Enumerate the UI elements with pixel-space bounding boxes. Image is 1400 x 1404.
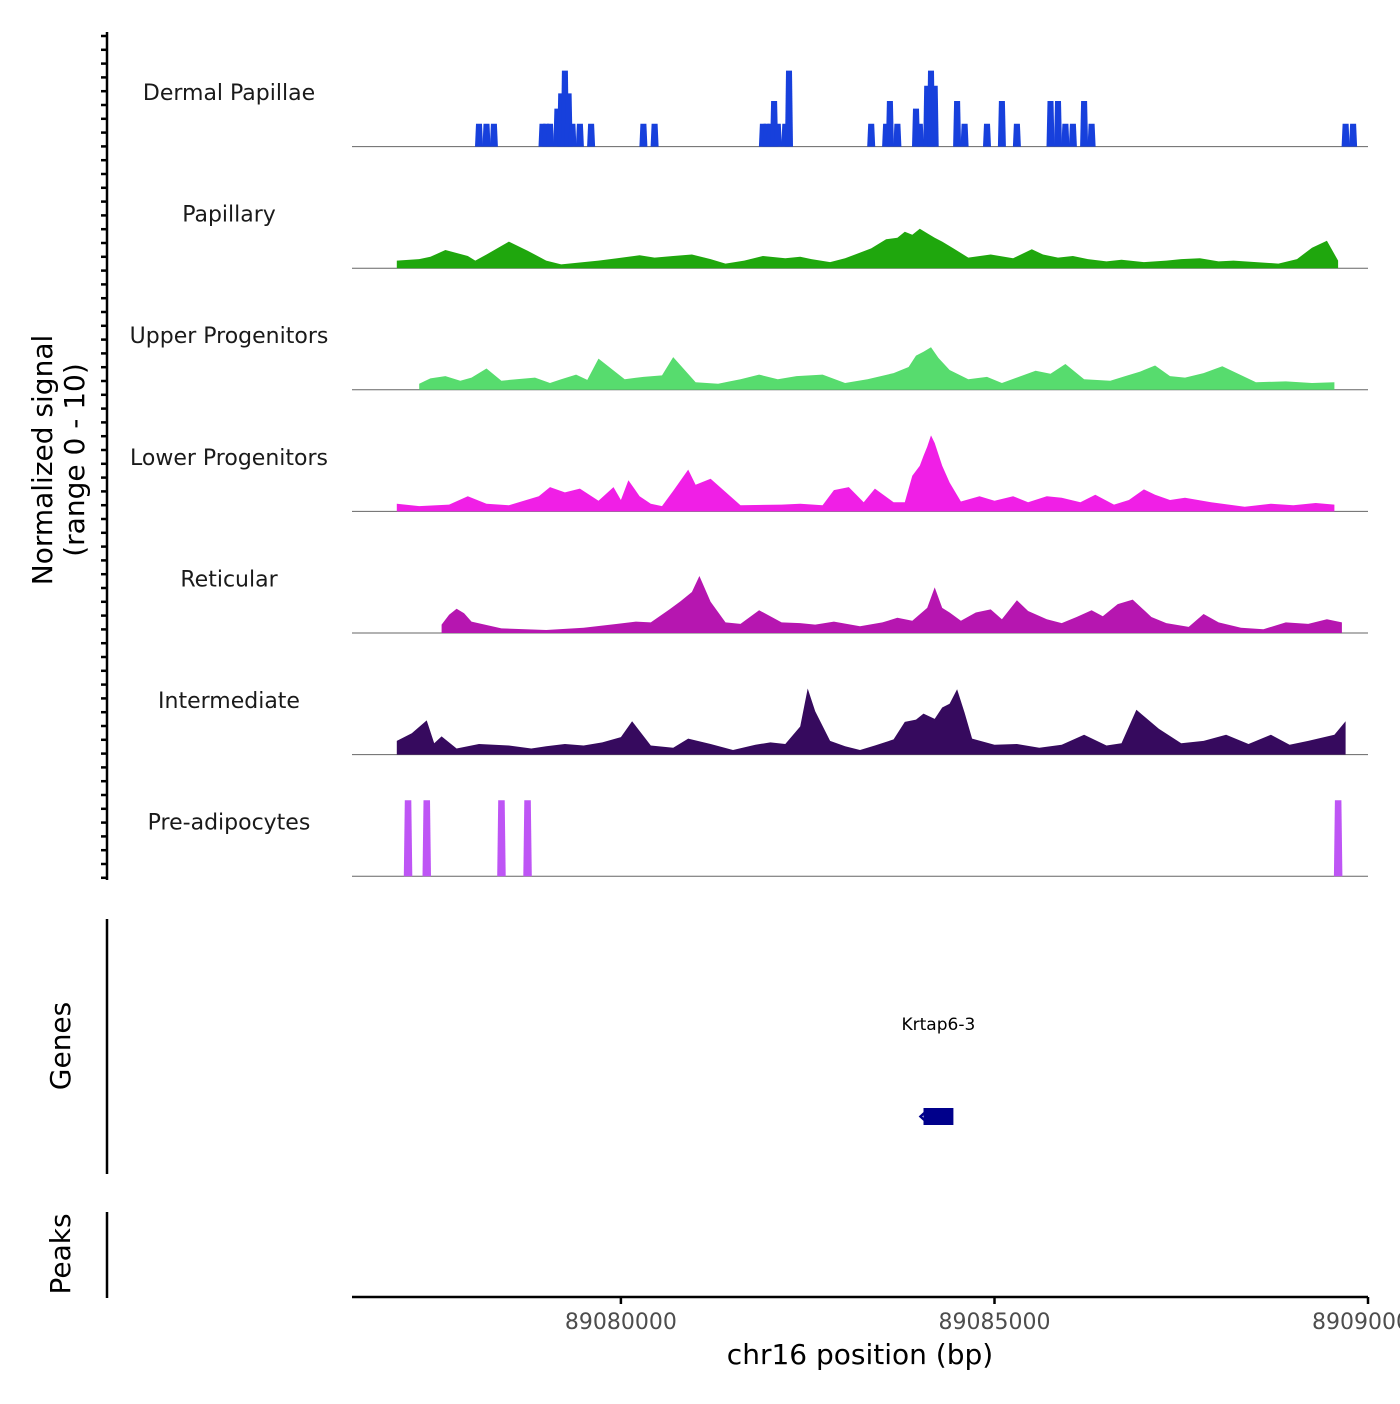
- signal-peak: [482, 123, 491, 147]
- signal-area: [396, 435, 1335, 512]
- x-axis-label: chr16 position (bp): [727, 1338, 993, 1371]
- track-reticular: Reticular: [180, 567, 1368, 634]
- signal-peak: [1087, 123, 1096, 147]
- track-pre-adipocytes: Pre-adipocytes: [148, 800, 1368, 877]
- signal-peak: [893, 123, 902, 147]
- gene-body: [923, 1108, 954, 1125]
- signal-y-ticks: [101, 34, 107, 880]
- track-label: Upper Progenitors: [130, 324, 329, 349]
- signal-peak: [1341, 123, 1350, 147]
- x-axis: 89080000 89085000 89090000 chr16 position …: [352, 1295, 1400, 1371]
- signal-peak: [915, 123, 924, 147]
- track-dermal-papillae: Dermal Papillae: [143, 70, 1368, 148]
- signal-peak: [422, 800, 431, 877]
- track-label: Dermal Papillae: [143, 81, 315, 106]
- signal-peak: [953, 101, 962, 147]
- track-lower-progenitors: Lower Progenitors: [130, 435, 1368, 512]
- track-label: Lower Progenitors: [130, 446, 328, 471]
- signal-peak: [639, 123, 648, 147]
- signal-peak: [997, 101, 1006, 147]
- signal-peak: [1012, 123, 1021, 147]
- signal-area: [441, 576, 1342, 633]
- track-papillary: Papillary: [182, 203, 1368, 269]
- track-label: Reticular: [180, 567, 278, 592]
- signal-peak: [1068, 123, 1077, 147]
- y-axis-label-line2: (range 0 - 10): [58, 363, 91, 557]
- signal-peak: [650, 123, 659, 147]
- signal-peak: [475, 123, 483, 147]
- signal-tracks: Dermal Papillae Papillary Upper Progenitor…: [130, 70, 1368, 877]
- peaks-panel-label: Peaks: [44, 1213, 77, 1294]
- signal-peak: [867, 123, 876, 147]
- track-label: Intermediate: [158, 689, 300, 714]
- x-tick-label: 89090000: [1312, 1310, 1400, 1335]
- signal-peak: [1061, 123, 1070, 147]
- signal-peak: [489, 123, 498, 147]
- track-intermediate: Intermediate: [158, 688, 1368, 756]
- gene-label: Krtap6-3: [902, 1015, 976, 1035]
- track-label: Pre-adipocytes: [148, 811, 311, 836]
- x-tick-label: 89080000: [565, 1310, 677, 1335]
- signal-peak: [773, 123, 782, 147]
- x-tick-label: 89085000: [939, 1310, 1051, 1335]
- genes-panel: Genes Krtap6-3: [44, 919, 975, 1174]
- peaks-panel: Peaks: [44, 1212, 109, 1298]
- signal-peak: [523, 800, 532, 877]
- signal-peak: [1046, 101, 1055, 147]
- gene-annotations: Krtap6-3: [902, 1015, 976, 1125]
- signal-area: [396, 688, 1346, 755]
- track-upper-progenitors: Upper Progenitors: [130, 324, 1368, 391]
- signal-peak: [1349, 123, 1358, 147]
- signal-peak: [497, 800, 506, 877]
- gene-strand-arrow: [918, 1110, 928, 1123]
- y-axis-label-line1: Normalized signal: [26, 335, 59, 586]
- signal-peak: [575, 123, 584, 147]
- signal-peak: [785, 70, 793, 147]
- gene-krtap6-3: Krtap6-3: [902, 1015, 976, 1125]
- signal-peak: [568, 123, 577, 147]
- track-label: Papillary: [182, 203, 276, 228]
- signal-peak: [930, 85, 939, 147]
- signal-peak: [983, 123, 991, 147]
- signal-area: [396, 228, 1339, 269]
- genes-panel-label: Genes: [44, 1002, 77, 1090]
- x-axis-ticks: 89080000 89085000 89090000: [565, 1297, 1400, 1335]
- signal-peak: [587, 123, 596, 147]
- signal-peak: [885, 101, 894, 147]
- signal-peak: [546, 123, 554, 147]
- signal-peak: [403, 800, 413, 877]
- signal-peak: [1333, 800, 1343, 877]
- signal-area: [419, 347, 1335, 390]
- signal-peak: [960, 123, 969, 147]
- signal-peak: [1080, 101, 1089, 147]
- signal-y-axis: [101, 32, 109, 880]
- signal-peak: [1054, 101, 1062, 147]
